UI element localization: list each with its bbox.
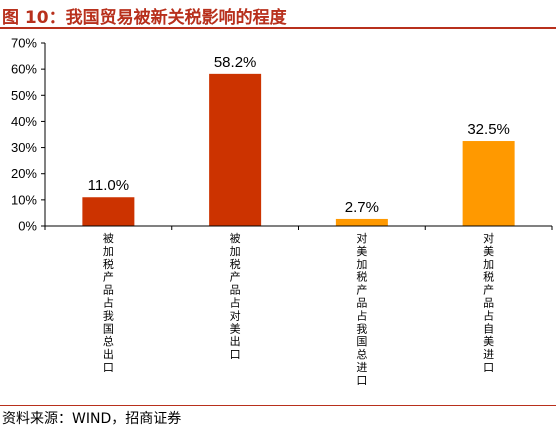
x-axis: 被加税产品占我国总出口 被加税产品占对美出口 对美加税产品占我国总进口 对美加税产品占… <box>44 225 553 387</box>
y-tick-label: 30% <box>11 140 37 155</box>
data-label: 11.0% <box>88 177 129 194</box>
bar <box>335 218 388 226</box>
bar <box>462 141 515 226</box>
bar <box>82 197 135 226</box>
y-tick-label: 0% <box>18 219 37 234</box>
bar <box>209 73 262 226</box>
y-tick-label: 60% <box>11 62 37 77</box>
category-label: 对美加税产品占我国总进口 <box>356 231 367 387</box>
chart-title: 图 10：我国贸易被新关税影响的程度 <box>2 8 287 28</box>
data-label: 32.5% <box>467 121 510 138</box>
y-tick-label: 10% <box>11 192 37 207</box>
y-tick-label: 20% <box>11 166 37 181</box>
data-labels: 11.0% 58.2% 2.7% 32.5% <box>88 54 510 216</box>
y-tick-label: 50% <box>11 88 37 103</box>
bar-chart: 0% 10% 20% 30% 40% 50% 60% 70% 11.0% 58.2% 2.7% 32… <box>11 36 553 387</box>
y-axis: 0% 10% 20% 30% 40% 50% 60% 70% <box>11 36 46 234</box>
category-label: 对美加税产品占自美进口 <box>483 231 494 374</box>
data-label: 58.2% <box>214 54 257 71</box>
category-label: 被加税产品占对美出口 <box>230 232 241 361</box>
data-label: 2.7% <box>345 199 379 216</box>
y-tick-label: 70% <box>11 36 37 51</box>
category-label: 被加税产品占我国总出口 <box>103 232 114 374</box>
title-rule <box>0 27 556 29</box>
y-tick-label: 40% <box>11 114 37 129</box>
bars <box>82 73 515 226</box>
source-note: 资料来源：WIND，招商证券 <box>2 411 182 427</box>
source-rule <box>0 405 556 406</box>
